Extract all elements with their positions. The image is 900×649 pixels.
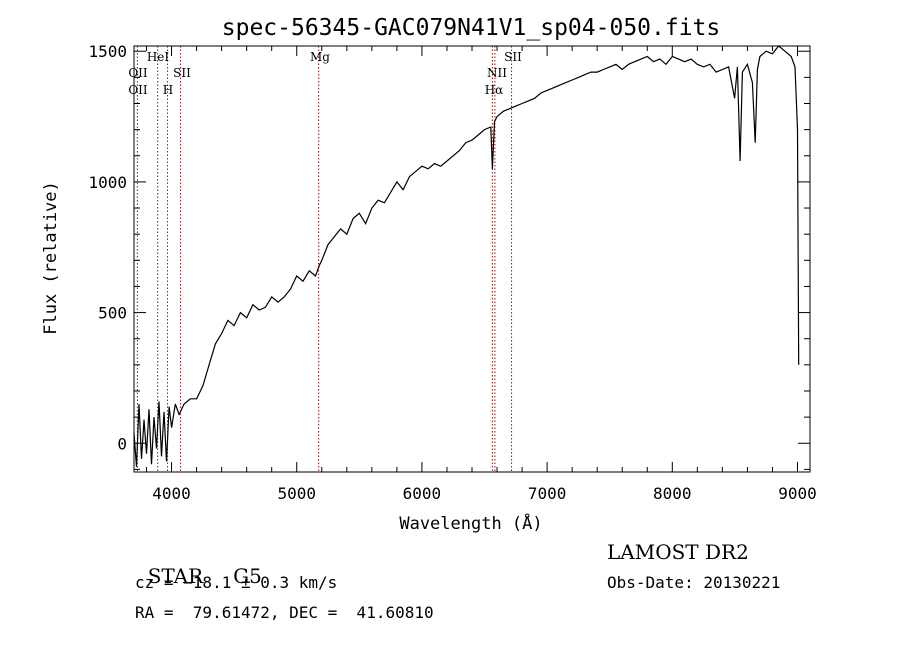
x-tick-label: 4000 <box>152 484 191 503</box>
spectrum-line <box>133 45 800 467</box>
plot-frame <box>133 45 811 473</box>
x-tick-label: 8000 <box>653 484 692 503</box>
redshift-label: cz = −18.1 ± 0.3 km/s <box>135 573 338 592</box>
x-tick-label: 6000 <box>403 484 442 503</box>
spectral-line-label: Mg <box>310 50 330 64</box>
x-tick-label: 7000 <box>528 484 567 503</box>
survey-label: LAMOST DR2 <box>607 540 749 564</box>
spectral-line-label: NII <box>487 66 507 80</box>
class-label: STAR <box>147 564 204 588</box>
object-class: STAR G5 <box>135 540 262 588</box>
spectral-line-label: OII <box>128 66 148 80</box>
y-tick-label: 500 <box>98 304 127 323</box>
y-tick-label: 0 <box>117 434 127 453</box>
spectral-line-label: HeI <box>147 50 170 64</box>
spectral-line-label: SII <box>173 66 191 80</box>
y-axis-label: Flux (relative) <box>41 181 61 335</box>
x-axis-label: Wavelength (Å) <box>399 512 542 534</box>
spectral-line-label: H <box>163 83 173 97</box>
subclass-label: G5 <box>233 564 262 588</box>
chart-title: spec-56345-GAC079N41V1_sp04-050.fits <box>222 15 721 41</box>
coordinates-label: RA = 79.61472, DEC = 41.60810 <box>135 603 434 622</box>
x-tick-label: 9000 <box>778 484 817 503</box>
obs-date-label: Obs-Date: 20130221 <box>607 573 781 592</box>
spectral-line-label: SII <box>504 50 522 64</box>
spectral-line-label: Hα <box>485 83 504 97</box>
y-tick-label: 1500 <box>88 42 127 61</box>
spectral-line-label: OII <box>128 83 148 97</box>
y-tick-label: 1000 <box>88 173 127 192</box>
x-tick-label: 5000 <box>277 484 316 503</box>
